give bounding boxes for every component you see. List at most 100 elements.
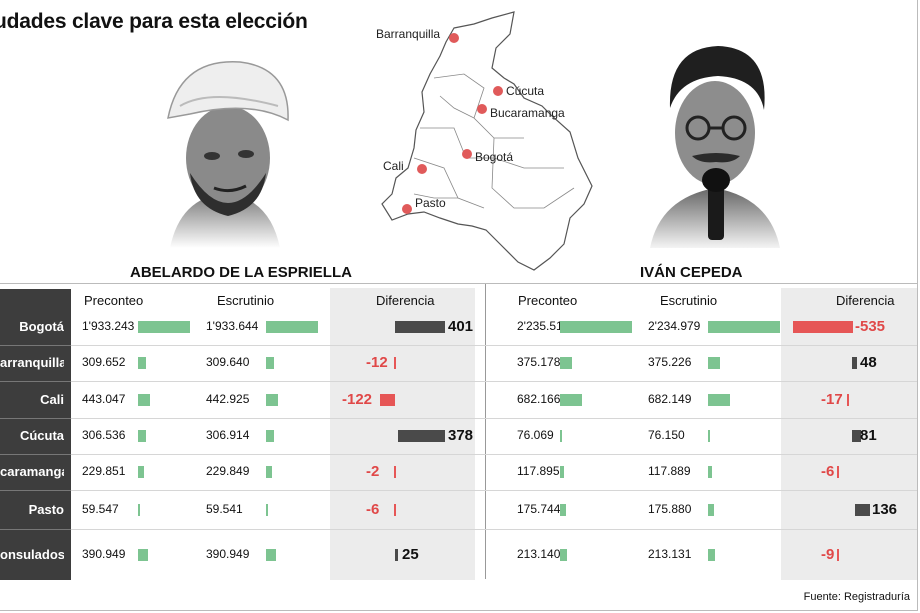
row-label: onsulados (0, 547, 64, 562)
map-label-bogota: Bogotá (475, 150, 513, 164)
preconteo-value: 375.178 (517, 355, 561, 369)
preconteo-bar (138, 357, 146, 369)
preconteo-bar (138, 466, 144, 478)
escrutinio-value: 76.150 (648, 428, 685, 442)
escrutinio-bar (266, 357, 274, 369)
diferencia-bar (855, 504, 870, 516)
row-label-sidebar (0, 289, 71, 580)
row-divider (71, 345, 917, 346)
map-dot-barranquilla (449, 33, 459, 43)
escrutinio-value: 213.131 (648, 547, 692, 561)
escrutinio-bar (708, 394, 730, 406)
diferencia-value: -2 (366, 463, 380, 480)
candidate-separator (485, 283, 486, 579)
row-label: Cali (40, 392, 64, 407)
diferencia-value: -122 (342, 391, 373, 408)
diferencia-bar (837, 549, 839, 561)
map-label-barranquilla: Barranquilla (376, 27, 440, 41)
escrutinio-value: 390.949 (206, 547, 250, 561)
escrutinio-value: 306.914 (206, 428, 250, 442)
preconteo-bar (560, 430, 562, 442)
headline: udades clave para esta elección (0, 10, 308, 33)
diferencia-value: 378 (448, 427, 474, 444)
row-divider-dark (0, 490, 71, 491)
diferencia-value: 136 (872, 501, 898, 518)
preconteo-value: 229.851 (82, 464, 126, 478)
escrutinio-value: 2'234.979 (648, 319, 701, 333)
candidate-1-name: ABELARDO DE LA ESPRIELLA (130, 264, 352, 281)
diferencia-value: -535 (855, 318, 886, 335)
preconteo-bar (560, 549, 567, 561)
escrutinio-value: 1'933.644 (206, 319, 259, 333)
diff-column-bg-2 (781, 288, 917, 580)
map-label-cucuta: Cúcuta (506, 84, 544, 98)
row-divider (71, 454, 917, 455)
diferencia-bar (847, 394, 849, 406)
column-header-1-diferencia: Diferencia (376, 293, 435, 308)
row-label: arranquilla (0, 355, 64, 370)
row-label: Cúcuta (19, 428, 64, 443)
escrutinio-bar (708, 466, 712, 478)
preconteo-bar (560, 504, 566, 516)
preconteo-value: 2'235.514 (517, 319, 570, 333)
preconteo-value: 306.536 (82, 428, 126, 442)
escrutinio-bar (708, 357, 720, 369)
escrutinio-value: 682.149 (648, 392, 692, 406)
map-label-pasto: Pasto (415, 196, 446, 210)
row-label: Pasto (28, 502, 64, 517)
row-divider (71, 529, 917, 530)
diferencia-value: -6 (821, 463, 835, 480)
diferencia-value: 48 (860, 354, 877, 371)
header-rule (0, 283, 917, 284)
row-divider-dark (0, 418, 71, 419)
escrutinio-bar (266, 394, 278, 406)
candidate-2-name: IVÁN CEPEDA (640, 264, 743, 281)
preconteo-value: 1'933.243 (82, 319, 135, 333)
escrutinio-value: 117.889 (648, 464, 691, 478)
escrutinio-bar (266, 504, 268, 516)
column-header-1-escrutinio: Escrutinio (217, 293, 275, 308)
row-divider-dark (0, 381, 71, 382)
column-header-2-escrutinio: Escrutinio (660, 293, 718, 308)
map-dot-pasto (402, 204, 412, 214)
preconteo-value: 59.547 (82, 502, 119, 516)
diferencia-value: -9 (821, 546, 835, 563)
row-label: Bogotá (19, 319, 64, 334)
diferencia-bar (380, 394, 395, 406)
escrutinio-bar (708, 549, 715, 561)
column-header-1-preconteo: Preconteo (84, 293, 144, 308)
escrutinio-bar (266, 321, 318, 333)
escrutinio-bar (708, 504, 714, 516)
preconteo-value: 175.744 (517, 502, 561, 516)
preconteo-value: 117.895 (517, 464, 560, 478)
map-dot-cucuta (493, 86, 503, 96)
row-divider (71, 490, 917, 491)
escrutinio-value: 375.226 (648, 355, 692, 369)
diferencia-bar (398, 430, 445, 442)
row-label: caramanga (0, 464, 64, 479)
row-divider-dark (0, 529, 71, 530)
diferencia-bar (394, 357, 396, 369)
diferencia-bar (394, 504, 396, 516)
preconteo-value: 213.140 (517, 547, 561, 561)
map-dot-bogota (462, 149, 472, 159)
escrutinio-bar (266, 430, 274, 442)
escrutinio-bar (708, 430, 710, 442)
diferencia-value: -17 (821, 391, 843, 408)
diferencia-value: 81 (860, 427, 877, 444)
preconteo-value: 682.166 (517, 392, 561, 406)
escrutinio-value: 229.849 (206, 464, 250, 478)
preconteo-bar (138, 504, 140, 516)
country-outline (381, 11, 593, 271)
escrutinio-bar (266, 549, 276, 561)
row-divider (71, 381, 917, 382)
escrutinio-value: 442.925 (206, 392, 250, 406)
diferencia-value: -12 (366, 354, 388, 371)
preconteo-bar (138, 321, 190, 333)
map-dot-cali (417, 164, 427, 174)
row-divider (71, 418, 917, 419)
escrutinio-bar (266, 466, 272, 478)
preconteo-value: 76.069 (517, 428, 554, 442)
escrutinio-value: 309.640 (206, 355, 250, 369)
